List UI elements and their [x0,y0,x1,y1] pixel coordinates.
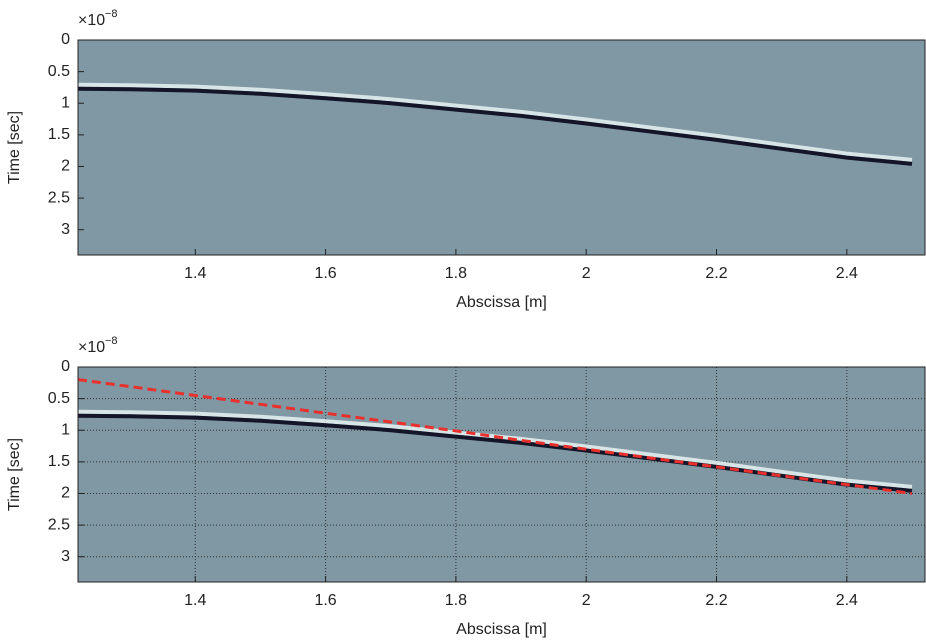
reflection-halo [77,82,913,162]
reflection-curve [77,413,913,493]
x-tick-label: 1.4 [184,265,206,282]
y-tick-label: 3 [61,548,70,565]
y-tick-label: 2.5 [48,189,70,206]
x-axis-label: Abscissa [m] [456,294,547,311]
x-tick-label: 1.6 [314,592,336,609]
y-tick-label: 0 [61,358,70,375]
y-tick-label: 0 [61,31,70,48]
x-axis-label: Abscissa [m] [456,621,547,638]
y-multiplier-base: ×10 [78,12,105,29]
chart-panel: 1.4 1.6 1.8 2 2.2 2.4 0 0.5 1 1.5 2 2.5 3 Abscissa [m… [6,8,926,311]
y-multiplier-power: −8 [105,8,118,20]
x-tick-label: 2.2 [705,592,727,609]
x-tick-label: 2 [582,265,591,282]
x-tick-label: 1.8 [445,592,467,609]
x-tick-label: 2.4 [836,592,858,609]
x-tick-label: 2.4 [836,265,858,282]
y-tick-label: 1.5 [48,453,70,470]
fit-line [77,378,913,495]
y-axis-label: Time [sec] [6,111,23,184]
plot-frame [77,366,926,583]
x-tick-label: 2 [582,592,591,609]
y-tick-label: 2 [61,485,70,502]
plot-frame [77,39,926,256]
x-tick-label: 1.4 [184,592,206,609]
x-tick-label: 2.2 [705,265,727,282]
reflection-curve [77,86,913,166]
x-tick-label: 1.8 [445,265,467,282]
y-axis-label: Time [sec] [6,438,23,511]
y-multiplier-power: −8 [105,335,118,347]
y-tick-label: 3 [61,221,70,238]
y-tick-label: 1 [61,94,70,111]
y-tick-label: 0.5 [48,63,70,80]
y-tick-label: 2.5 [48,516,70,533]
chart-panel: 1.4 1.6 1.8 2 2.2 2.4 0 0.5 1 1.5 2 2.5 3 Abscissa [m… [6,335,926,638]
y-tick-label: 1.5 [48,126,70,143]
y-tick-label: 2 [61,158,70,175]
y-tick-label: 1 [61,421,70,438]
y-multiplier-base: ×10 [78,339,105,356]
x-tick-label: 1.6 [314,265,336,282]
y-tick-label: 0.5 [48,390,70,407]
